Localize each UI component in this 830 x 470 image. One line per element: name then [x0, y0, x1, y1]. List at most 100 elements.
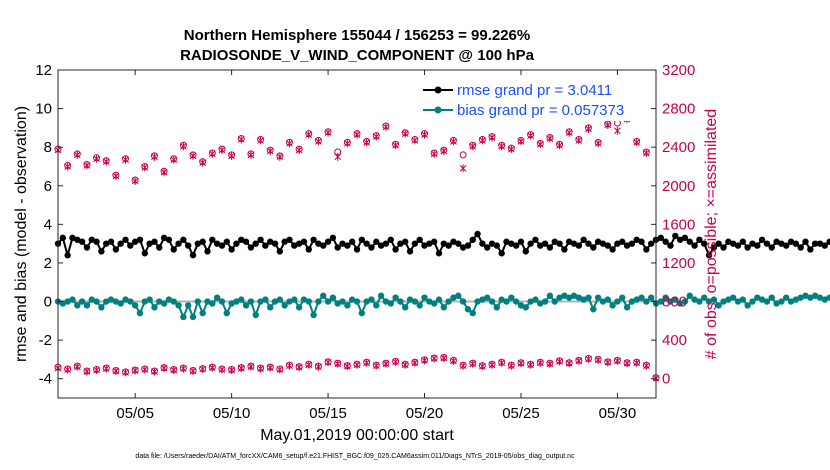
bias-point: [107, 296, 115, 303]
bias-point: [238, 296, 245, 303]
obs-assimilated-marker: [421, 356, 428, 365]
rmse-point: [590, 244, 597, 251]
obs-assimilated-marker: [614, 126, 621, 135]
obs-assimilated-marker: [382, 359, 390, 368]
rmse-point: [464, 242, 472, 249]
bias-point: [561, 292, 568, 299]
rmse-point: [238, 236, 245, 243]
obs-assimilated-marker: [392, 141, 399, 150]
bias-point: [300, 296, 308, 303]
bias-point: [749, 298, 756, 305]
tick-labels: 05/05 05/10 05/15 05/20 05/25 05/30 -4 -2 0 2 4 6 8 1…: [35, 62, 695, 422]
bias-point: [537, 300, 544, 307]
bias-point: [363, 298, 370, 305]
bias-point: [541, 298, 549, 305]
x-tick-label: 05/15: [309, 405, 347, 422]
rmse-point: [720, 244, 727, 251]
rmse-point: [247, 244, 255, 251]
bias-point: [570, 292, 578, 299]
bias-point: [392, 294, 399, 301]
y-left-tick-label: 2: [44, 255, 52, 272]
bias-point: [643, 298, 650, 305]
rmse-point: [402, 238, 409, 245]
rmse-point: [503, 238, 510, 245]
obs-assimilated-marker: [64, 162, 71, 171]
bias-point: [783, 294, 790, 301]
obs-assimilated-marker: [585, 354, 592, 363]
x-axis-label: May.01,2019 00:00:00 start: [260, 427, 454, 444]
obs-assimilated-marker: [237, 135, 245, 144]
obs-assimilated-marker: [131, 366, 139, 375]
rmse-point: [459, 244, 467, 251]
rmse-point: [348, 238, 356, 245]
bias-point: [493, 304, 501, 311]
bias-point: [676, 300, 684, 307]
bias-point: [421, 294, 428, 301]
x-tick-label: 05/10: [213, 405, 251, 422]
obs-assimilated-marker: [141, 365, 149, 374]
bias-point: [305, 298, 312, 305]
rmse-point: [710, 244, 718, 251]
rmse-point: [223, 238, 230, 245]
rmse-point: [561, 246, 568, 253]
bias-point: [373, 302, 380, 309]
rmse-point: [88, 236, 95, 243]
obs-assimilated-marker: [218, 365, 226, 374]
rmse-point: [329, 234, 337, 242]
rmse-point: [131, 238, 139, 245]
bias-point: [585, 294, 592, 301]
bias-point: [522, 304, 529, 311]
bias-point: [729, 294, 737, 301]
rmse-point: [821, 242, 828, 249]
obs-assimilated-marker: [459, 361, 467, 370]
rmse-point: [734, 242, 742, 249]
bias-point: [681, 298, 689, 305]
rmse-point: [739, 238, 747, 245]
y-right-tick-label: 2000: [662, 178, 695, 195]
bias-point: [257, 298, 264, 305]
rmse-point: [826, 238, 830, 245]
bias-point: [78, 298, 86, 305]
bias-point: [710, 296, 718, 303]
bias-point: [488, 298, 496, 305]
rmse-point: [189, 252, 197, 259]
obs-assimilated-marker: [160, 168, 168, 177]
tick-marks: [58, 69, 656, 398]
obs-assimilated-marker: [286, 361, 293, 370]
rmse-point: [517, 238, 525, 245]
rmse-point: [146, 240, 153, 247]
rmse-point: [165, 236, 173, 243]
rmse-point: [527, 240, 534, 247]
obs-assimilated-marker: [286, 139, 293, 148]
rmse-point: [194, 240, 202, 247]
obs-assimilated-marker: [363, 358, 370, 367]
obs-assimilated-marker: [160, 364, 168, 373]
rmse-point: [773, 238, 780, 245]
rmse-point: [373, 238, 380, 245]
obs-assimilated-marker: [498, 358, 506, 367]
rmse-point: [228, 246, 235, 253]
obs-assimilated-marker: [372, 132, 380, 141]
rmse-point: [368, 244, 375, 251]
obs-assimilated-marker: [199, 158, 207, 167]
obs-assimilated-marker: [83, 161, 91, 170]
rmse-point: [103, 240, 110, 247]
x-tick-label: 05/20: [406, 405, 444, 422]
rmse-point: [691, 242, 698, 249]
bias-point: [763, 298, 771, 305]
rmse-point: [522, 248, 529, 255]
bias-point: [551, 298, 558, 305]
bias-point: [160, 300, 168, 307]
bias-point: [218, 298, 226, 305]
bias-point: [623, 304, 631, 311]
bias-point: [527, 298, 534, 305]
rmse-point: [484, 244, 491, 251]
obs-assimilated-marker: [565, 128, 573, 137]
rmse-point: [310, 236, 317, 243]
bias-point: [807, 294, 814, 301]
bias-point: [619, 294, 626, 301]
rmse-point: [324, 238, 332, 245]
rmse-point: [397, 240, 404, 247]
y-left-tick-label: 12: [35, 62, 52, 79]
bias-point: [252, 311, 259, 319]
